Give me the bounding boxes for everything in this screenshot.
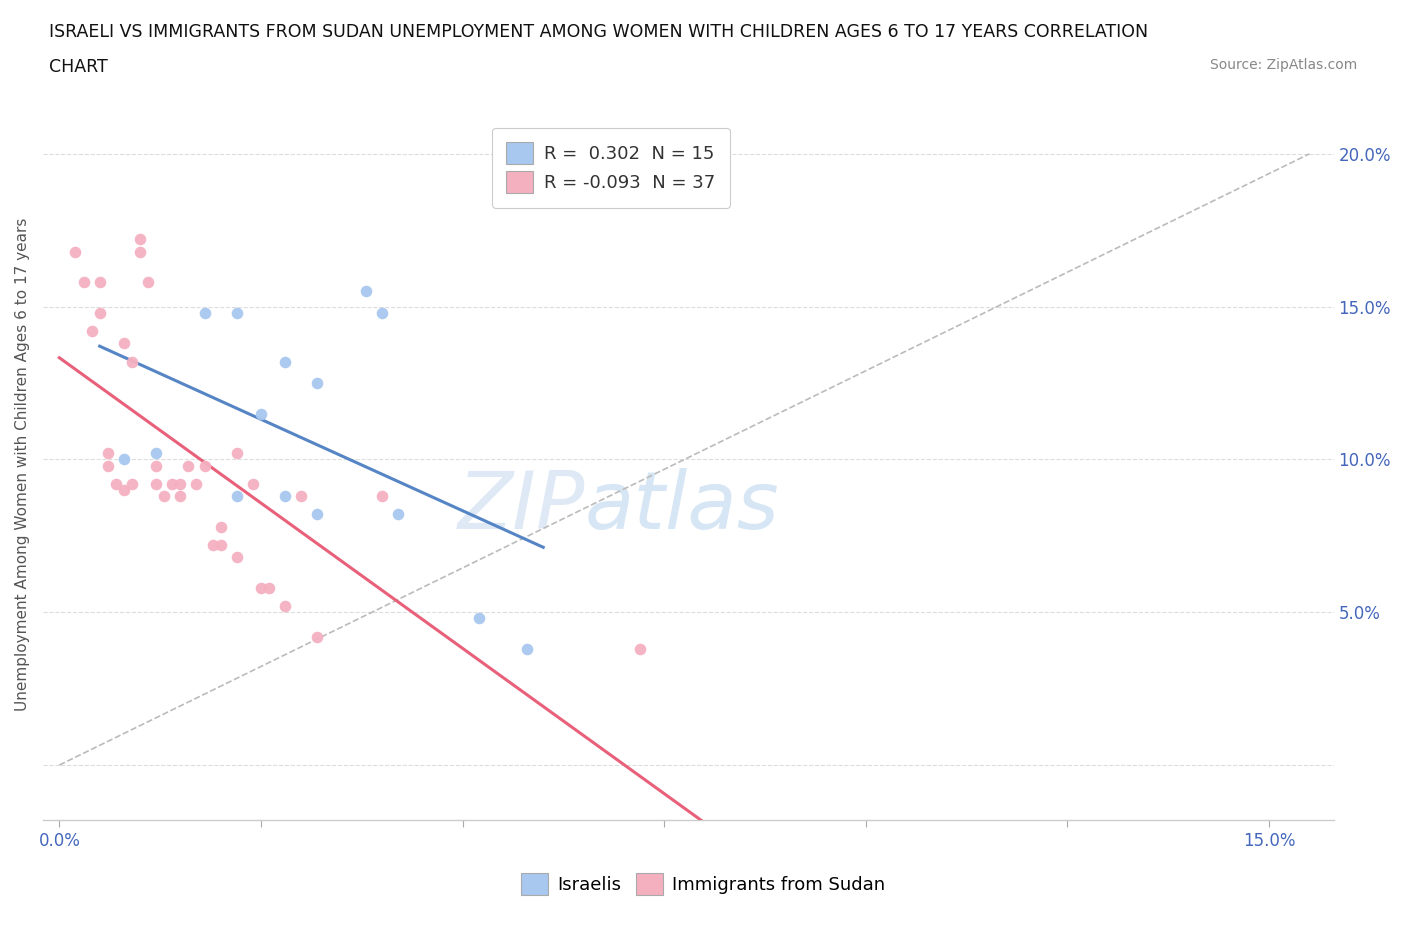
Point [201, 538, 224, 552]
Point [97, 458, 120, 473]
Point [467, 611, 489, 626]
Point [112, 336, 135, 351]
Point [136, 274, 159, 289]
Point [169, 488, 191, 503]
Point [225, 305, 247, 320]
Text: Source: ZipAtlas.com: Source: ZipAtlas.com [1209, 58, 1357, 72]
Point [290, 488, 312, 503]
Point [89, 305, 111, 320]
Point [193, 458, 215, 473]
Point [250, 406, 273, 421]
Point [628, 642, 651, 657]
Point [145, 445, 167, 460]
Point [112, 452, 135, 467]
Point [177, 458, 200, 473]
Point [129, 232, 152, 246]
Point [89, 274, 111, 289]
Point [516, 642, 538, 657]
Point [80, 324, 103, 339]
Point [209, 538, 232, 552]
Legend: Israelis, Immigrants from Sudan: Israelis, Immigrants from Sudan [513, 866, 893, 902]
Point [274, 488, 297, 503]
Text: ZIP: ZIP [458, 468, 585, 546]
Point [104, 476, 127, 491]
Point [250, 580, 273, 595]
Point [225, 550, 247, 565]
Point [225, 445, 247, 460]
Point [121, 354, 143, 369]
Point [65, 245, 87, 259]
Point [162, 476, 184, 491]
Point [307, 630, 329, 644]
Y-axis label: Unemployment Among Women with Children Ages 6 to 17 years: Unemployment Among Women with Children A… [15, 218, 30, 711]
Text: CHART: CHART [49, 58, 108, 75]
Point [242, 476, 264, 491]
Point [153, 488, 176, 503]
Point [257, 580, 280, 595]
Point [225, 488, 247, 503]
Point [129, 245, 152, 259]
Point [307, 376, 329, 391]
Point [145, 476, 167, 491]
Text: atlas: atlas [585, 468, 780, 546]
Point [112, 483, 135, 498]
Point [169, 476, 191, 491]
Point [307, 507, 329, 522]
Point [371, 305, 394, 320]
Point [209, 519, 232, 534]
Legend: R =  0.302  N = 15, R = -0.093  N = 37: R = 0.302 N = 15, R = -0.093 N = 37 [492, 127, 730, 208]
Point [145, 458, 167, 473]
Point [72, 274, 94, 289]
Text: ISRAELI VS IMMIGRANTS FROM SUDAN UNEMPLOYMENT AMONG WOMEN WITH CHILDREN AGES 6 T: ISRAELI VS IMMIGRANTS FROM SUDAN UNEMPLO… [49, 23, 1149, 41]
Point [97, 445, 120, 460]
Point [371, 488, 394, 503]
Point [186, 476, 208, 491]
Point [193, 305, 215, 320]
Point [354, 284, 377, 299]
Point [121, 476, 143, 491]
Point [387, 507, 409, 522]
Point [274, 599, 297, 614]
Point [274, 354, 297, 369]
